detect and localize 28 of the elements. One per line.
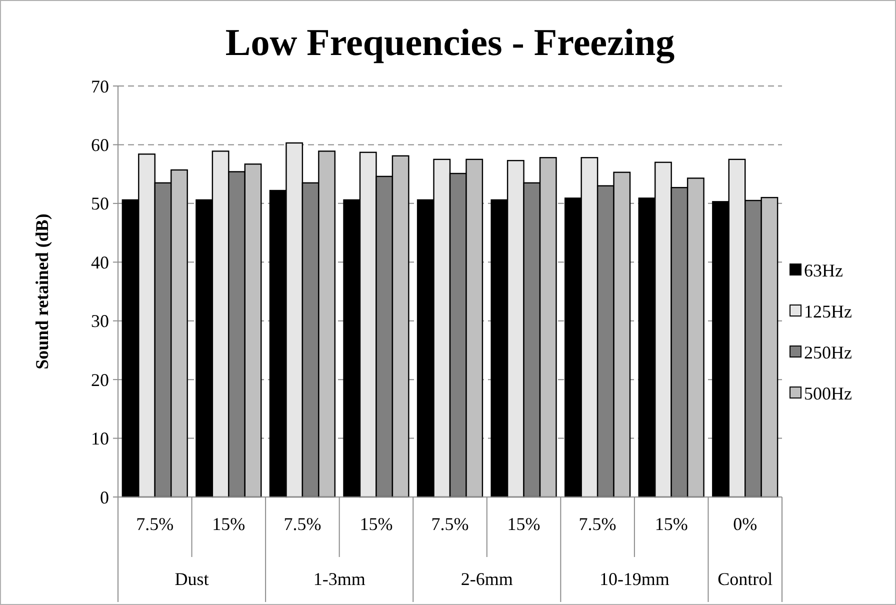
x-tick-label: 7.5% [136,514,174,534]
text: Dust [174,569,209,589]
x-tick-label: 15% [507,514,540,534]
x-tick-label: 7.5% [431,514,469,534]
x-tick-label: 15% [360,514,393,534]
x-tick-label: 15% [212,514,246,534]
text: Control [718,569,773,589]
legend-label: 63Hz [804,260,843,280]
y-tick-label: 20 [91,370,109,390]
text: 10-19mm [599,569,670,589]
legend-label: 500Hz [804,383,852,404]
legend-label: 125Hz [804,301,852,322]
text: 2-6mm [460,569,513,589]
y-tick-label: 40 [91,252,109,272]
legend-label: 250Hz [804,342,852,362]
x-tick-label: 0% [733,514,758,534]
chart-title: Low Frequencies - Freezing [225,22,675,64]
y-tick-label: 10 [91,428,109,449]
y-axis-title: Sound retained (dB) [32,214,52,370]
y-tick-label: 50 [91,194,109,214]
y-tick-label: 0 [100,487,109,508]
text: 1-3mm [313,569,366,589]
x-tick-label: 7.5% [284,514,322,534]
y-tick-label: 60 [91,135,109,156]
y-tick-label: 30 [91,311,109,332]
y-tick-label: 70 [91,76,109,96]
x-tick-label: 7.5% [578,514,616,534]
x-tick-label: 15% [654,514,688,534]
